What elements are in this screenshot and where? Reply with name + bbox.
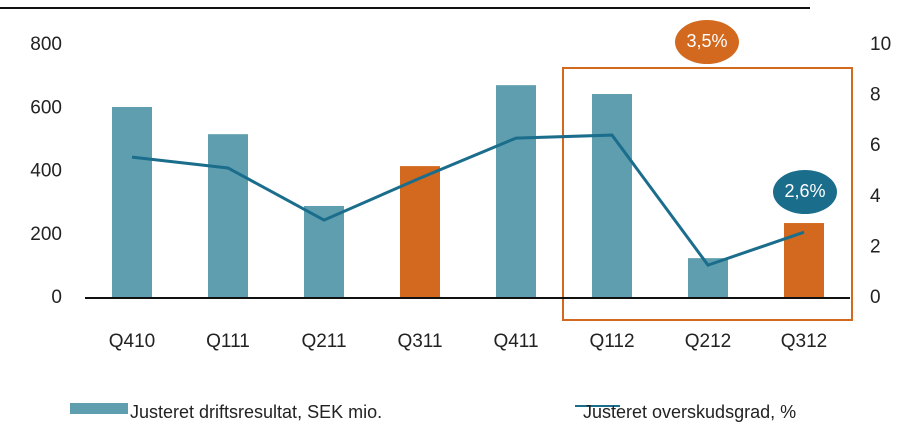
x-tick-label: Q312 [781,331,827,352]
x-tick-label: Q112 [589,331,634,352]
y-tick-label: 600 [30,97,62,118]
legend-swatch [70,403,128,414]
bar [592,94,632,298]
bar [400,166,440,298]
x-tick-label: Q410 [109,331,155,352]
annotation-bubble [773,170,837,214]
line [131,133,805,267]
y-tick-label: 800 [30,34,62,55]
x-tick-label: Q411 [493,331,538,352]
bar [784,223,824,298]
annotation: 2,6% [784,181,825,201]
bar [208,134,248,298]
highlight-box [562,67,853,321]
y-tick-label: 0 [51,287,62,308]
x-tick-label: Q311 [397,331,442,352]
x-tick-label: Q212 [685,331,731,352]
y2-tick-label: 0 [870,287,881,308]
legend-label: Justeret driftsresultat, SEK mio. [130,402,382,422]
y-tick-label: 200 [30,224,62,245]
y-tick-label: 400 [30,161,62,182]
y2-tick-label: 6 [870,135,881,156]
y2-tick-label: 4 [870,186,881,207]
bar [112,106,152,298]
y2-tick-label: 8 [870,85,881,106]
bar [496,85,536,298]
annotation-bubble [675,20,739,64]
x-tick-label: Q111 [206,331,250,352]
x-tick-label: Q211 [301,331,346,352]
annotation: 3,5% [686,31,727,51]
legend-label: Justeret overskudsgrad, % [583,402,796,422]
y2-tick-label: 10 [870,34,891,55]
y2-tick-label: 2 [870,236,881,257]
